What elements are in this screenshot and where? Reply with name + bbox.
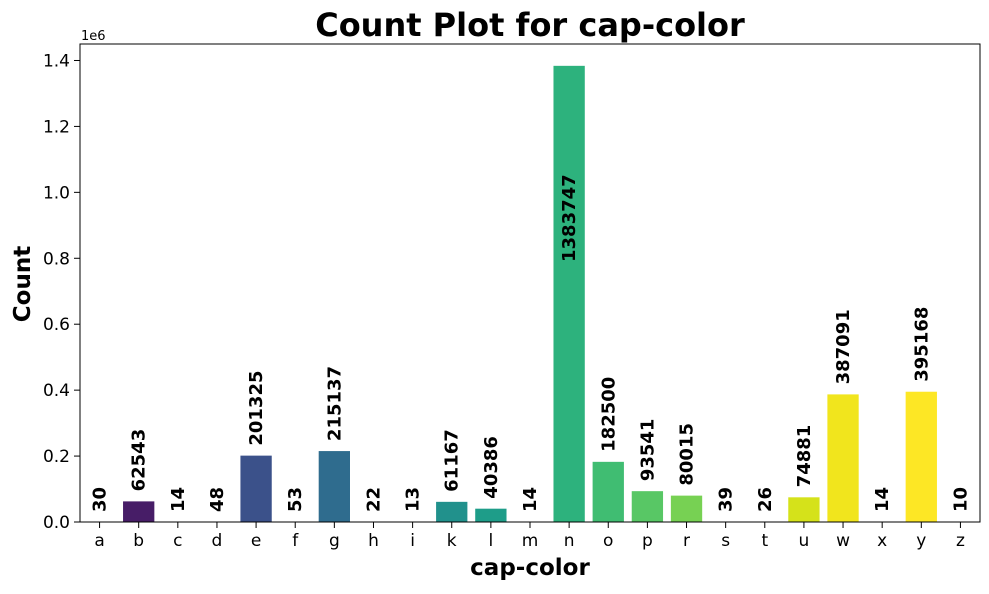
bar-o (593, 462, 624, 522)
x-tick-label: h (368, 531, 379, 551)
value-label-e: 201325 (246, 370, 267, 445)
x-tick-label: z (956, 531, 965, 551)
value-label-x: 14 (872, 487, 893, 512)
bar-b (123, 501, 154, 522)
x-tick-label: a (94, 531, 104, 551)
bar-n (553, 66, 584, 522)
y-tick-label: 1.4 (43, 51, 70, 71)
value-label-o: 182500 (598, 377, 619, 452)
x-tick-label: e (251, 531, 261, 551)
x-tick-label: x (877, 531, 887, 551)
value-label-s: 39 (716, 487, 737, 512)
value-label-g: 215137 (324, 366, 345, 441)
bar-k (436, 502, 467, 522)
value-label-d: 48 (207, 487, 228, 512)
value-label-n: 1383747 (559, 174, 580, 262)
y-tick-label: 0.6 (43, 315, 70, 335)
x-tick-label: n (564, 531, 575, 551)
bar-g (319, 451, 350, 522)
x-tick-label: t (761, 531, 768, 551)
value-label-k: 61167 (442, 429, 463, 492)
y-tick-label: 0.4 (43, 381, 70, 401)
value-label-m: 14 (520, 487, 541, 512)
value-label-h: 22 (363, 487, 384, 512)
value-label-u: 74881 (794, 425, 815, 488)
y-offset-label: 1e6 (81, 29, 106, 44)
value-label-c: 14 (168, 487, 189, 512)
bar-r (671, 496, 702, 522)
bar-y (906, 392, 937, 522)
x-tick-label: b (133, 531, 144, 551)
x-tick-label: g (329, 531, 340, 551)
x-tick-label: l (489, 531, 494, 551)
y-tick-label: 0.2 (43, 447, 70, 467)
x-tick-label: w (836, 531, 850, 551)
x-tick-label: p (642, 531, 653, 551)
x-tick-label: k (447, 531, 457, 551)
value-label-a: 30 (90, 487, 111, 512)
x-tick-label: s (721, 531, 730, 551)
value-label-z: 10 (950, 487, 971, 512)
x-tick-label: i (410, 531, 415, 551)
x-tick-label: c (173, 531, 182, 551)
value-label-i: 13 (403, 487, 424, 512)
y-tick-label: 0.8 (43, 249, 70, 269)
bar-e (240, 456, 271, 522)
chart-title: Count Plot for cap-color (315, 6, 745, 44)
x-tick-label: o (603, 531, 613, 551)
value-label-b: 62543 (129, 429, 150, 492)
value-label-r: 80015 (677, 423, 698, 486)
y-tick-label: 1.0 (43, 183, 70, 203)
y-tick-label: 0.0 (43, 513, 70, 533)
bar-u (788, 497, 819, 522)
value-label-p: 93541 (637, 419, 658, 482)
value-label-f: 53 (285, 487, 306, 512)
x-tick-label: d (212, 531, 223, 551)
x-axis-label: cap-color (470, 555, 590, 581)
value-label-w: 387091 (833, 309, 854, 384)
x-tick-label: f (292, 531, 299, 551)
bar-p (632, 491, 663, 522)
x-tick-label: m (522, 531, 539, 551)
y-axis-label: Count (10, 246, 36, 322)
bar-w (827, 394, 858, 522)
value-label-l: 40386 (481, 436, 502, 499)
y-tick-label: 1.2 (43, 117, 70, 137)
value-label-t: 26 (755, 487, 776, 512)
x-tick-label: r (683, 531, 690, 551)
x-tick-label: y (916, 531, 926, 551)
value-label-y: 395168 (911, 307, 932, 382)
bar-l (475, 509, 506, 522)
x-tick-label: u (799, 531, 810, 551)
